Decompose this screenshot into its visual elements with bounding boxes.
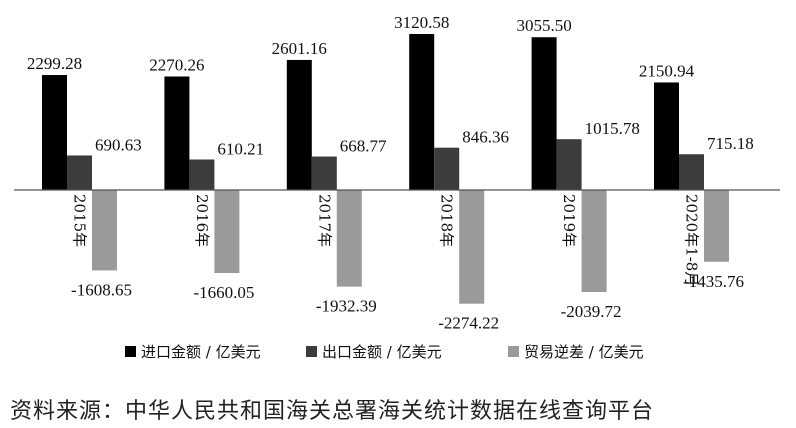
value-label-deficit-5: -2039.72 bbox=[561, 302, 622, 321]
bar-export-6 bbox=[679, 154, 704, 190]
value-label-deficit-2: -1660.05 bbox=[193, 283, 254, 302]
trade-bar-chart: 2299.28 690.63 -1608.65 2015年 2270.26 610.21 -… bbox=[14, 13, 780, 361]
bar-deficit-3 bbox=[336, 190, 362, 287]
bar-deficit-1 bbox=[92, 190, 117, 271]
value-label-export-4: 846.36 bbox=[462, 128, 509, 147]
bar-deficit-5 bbox=[581, 190, 607, 292]
category-label-6: 2020年1-8月 bbox=[683, 194, 701, 286]
value-label-export-2: 610.21 bbox=[217, 139, 264, 158]
value-label-import-3: 2601.16 bbox=[272, 39, 327, 58]
bar-import-6 bbox=[654, 82, 679, 190]
bar-deficit-2 bbox=[214, 190, 240, 274]
value-label-deficit-3: -1932.39 bbox=[316, 297, 377, 316]
bar-export-2 bbox=[189, 159, 215, 190]
legend-swatch-deficit bbox=[508, 346, 519, 357]
category-label-5: 2019年 bbox=[560, 194, 578, 247]
source-note: 资料来源：中华人民共和国海关总署海关统计数据在线查询平台 bbox=[10, 399, 655, 424]
labels-layer: 2299.28 690.63 -1608.65 2015年 2270.26 610.21 -… bbox=[27, 13, 754, 333]
value-label-import-5: 3055.50 bbox=[516, 16, 571, 35]
category-label-3: 2017年 bbox=[315, 194, 333, 247]
bar-import-2 bbox=[164, 76, 190, 190]
value-label-export-5: 1015.78 bbox=[585, 119, 640, 138]
category-label-4: 2018年 bbox=[438, 194, 456, 247]
bars-layer bbox=[42, 33, 729, 304]
value-label-import-2: 2270.26 bbox=[149, 55, 204, 74]
bar-import-5 bbox=[531, 37, 557, 190]
value-label-import-4: 3120.58 bbox=[394, 13, 449, 32]
legend: 进口金额 / 亿美元 出口金额 / 亿美元 贸易逆差 / 亿美元 bbox=[125, 343, 644, 361]
legend-label-deficit: 贸易逆差 / 亿美元 bbox=[524, 343, 644, 361]
legend-label-import: 进口金额 / 亿美元 bbox=[141, 343, 261, 361]
bar-export-3 bbox=[311, 156, 337, 190]
bar-import-1 bbox=[42, 75, 67, 190]
legend-label-export: 出口金额 / 亿美元 bbox=[322, 343, 442, 361]
value-label-export-6: 715.18 bbox=[707, 134, 754, 153]
value-label-deficit-4: -2274.22 bbox=[438, 314, 499, 333]
bar-import-3 bbox=[286, 59, 312, 190]
value-label-import-1: 2299.28 bbox=[27, 54, 82, 73]
category-label-2: 2016年 bbox=[193, 194, 211, 247]
value-label-deficit-6: -1435.76 bbox=[683, 272, 744, 291]
value-label-export-1: 690.63 bbox=[95, 135, 142, 154]
bar-import-4 bbox=[409, 33, 435, 190]
bar-export-5 bbox=[556, 139, 582, 190]
value-label-import-6: 2150.94 bbox=[639, 61, 695, 80]
bar-deficit-6 bbox=[704, 190, 729, 262]
legend-swatch-import bbox=[125, 346, 136, 357]
bar-export-4 bbox=[434, 147, 460, 190]
value-label-export-3: 668.77 bbox=[340, 137, 387, 156]
category-label-1: 2015年 bbox=[71, 194, 89, 247]
bar-deficit-4 bbox=[459, 190, 485, 304]
legend-swatch-export bbox=[306, 346, 317, 357]
bar-export-1 bbox=[67, 155, 92, 190]
value-label-deficit-1: -1608.65 bbox=[71, 280, 132, 299]
